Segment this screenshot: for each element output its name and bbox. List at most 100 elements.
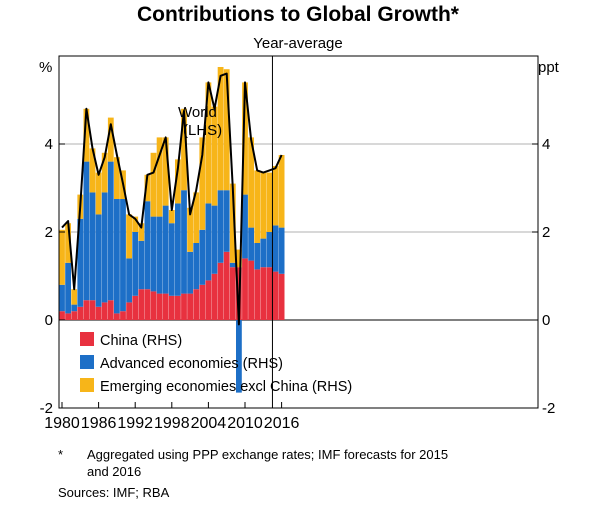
bar-emerging bbox=[254, 170, 261, 243]
bar-emerging bbox=[132, 216, 139, 232]
bar-emerging bbox=[162, 137, 169, 206]
bar-advanced bbox=[193, 243, 200, 290]
x-tick-label: 2004 bbox=[191, 415, 227, 432]
bar-advanced bbox=[65, 262, 71, 314]
bar-advanced bbox=[278, 227, 285, 274]
bar-china bbox=[217, 262, 224, 320]
bar-advanced bbox=[95, 214, 102, 307]
bar-emerging bbox=[101, 152, 108, 193]
y-tick-label-right: -2 bbox=[542, 400, 555, 417]
bar-emerging bbox=[89, 148, 96, 193]
bar-advanced bbox=[272, 225, 279, 272]
y-tick-label-left: 0 bbox=[45, 312, 53, 329]
world-label: World bbox=[178, 104, 217, 121]
y-tick-label-left: 4 bbox=[45, 136, 53, 153]
bar-china bbox=[168, 295, 175, 320]
right-axis-unit: ppt bbox=[538, 59, 560, 76]
bar-china bbox=[59, 311, 65, 320]
bar-advanced bbox=[107, 161, 114, 301]
sources-note: Sources: IMF; RBA bbox=[58, 485, 170, 500]
bar-china bbox=[272, 271, 279, 320]
bar-emerging bbox=[168, 210, 175, 224]
legend-label-advanced: Advanced economies (RHS) bbox=[100, 356, 283, 372]
bar-advanced bbox=[236, 320, 242, 393]
bar-emerging bbox=[175, 159, 181, 204]
bar-emerging bbox=[156, 137, 163, 217]
legend-swatch-emerging bbox=[80, 378, 94, 392]
bar-advanced bbox=[205, 203, 212, 281]
bar-advanced bbox=[101, 192, 108, 303]
bar-emerging bbox=[107, 117, 114, 162]
y-tick-label-left: 2 bbox=[45, 224, 53, 241]
bar-advanced bbox=[260, 238, 267, 268]
bar-china bbox=[65, 313, 71, 320]
bar-china bbox=[162, 293, 169, 320]
bar-emerging bbox=[199, 137, 206, 230]
bar-china bbox=[126, 302, 132, 320]
bar-emerging bbox=[211, 106, 218, 206]
x-tick-label: 1998 bbox=[154, 415, 190, 432]
bar-emerging bbox=[95, 172, 102, 215]
bar-advanced bbox=[168, 223, 175, 296]
bar-advanced bbox=[162, 205, 169, 294]
bar-advanced bbox=[199, 229, 206, 285]
note-line-1: Aggregated using PPP exchange rates; IMF… bbox=[87, 447, 448, 462]
y-tick-label-right: 4 bbox=[542, 136, 550, 153]
y-tick-label-right: 0 bbox=[542, 312, 550, 329]
bar-emerging bbox=[126, 214, 132, 259]
bar-china bbox=[242, 258, 248, 320]
bar-emerging bbox=[71, 289, 78, 305]
bar-emerging bbox=[217, 67, 224, 191]
bar-china bbox=[187, 293, 193, 320]
bar-emerging bbox=[193, 192, 200, 243]
legend-label-china: China (RHS) bbox=[100, 333, 182, 349]
world-label-sub: (LHS) bbox=[183, 122, 222, 139]
y-tick-label-left: -2 bbox=[40, 400, 53, 417]
bar-china bbox=[175, 295, 181, 320]
bar-advanced bbox=[254, 243, 261, 270]
bar-china bbox=[193, 289, 200, 320]
note-asterisk: * bbox=[58, 447, 63, 462]
bar-china bbox=[89, 300, 96, 320]
bar-emerging bbox=[242, 82, 248, 195]
legend-label-emerging: Emerging economies excl China (RHS) bbox=[100, 379, 352, 395]
bar-china bbox=[101, 302, 108, 320]
bar-china bbox=[120, 311, 126, 320]
x-tick-label: 1980 bbox=[44, 415, 80, 432]
bar-advanced bbox=[187, 251, 193, 294]
bar-advanced bbox=[114, 199, 120, 314]
bar-china bbox=[83, 300, 90, 320]
left-axis-unit: % bbox=[39, 59, 52, 76]
bar-emerging bbox=[223, 69, 230, 191]
bar-advanced bbox=[126, 258, 132, 303]
bar-china bbox=[77, 306, 84, 320]
bar-china bbox=[114, 313, 120, 320]
x-tick-label: 1986 bbox=[81, 415, 117, 432]
bar-advanced bbox=[83, 161, 90, 301]
bar-emerging bbox=[205, 82, 212, 204]
bar-advanced bbox=[89, 192, 96, 301]
y-tick-label-right: 2 bbox=[542, 224, 550, 241]
bar-advanced bbox=[217, 190, 224, 263]
bar-advanced bbox=[229, 262, 236, 268]
bar-advanced bbox=[71, 304, 78, 312]
legend-swatch-advanced bbox=[80, 355, 94, 369]
bar-emerging bbox=[144, 174, 151, 202]
bar-emerging bbox=[59, 229, 65, 285]
bar-advanced bbox=[223, 190, 230, 252]
bar-emerging bbox=[138, 223, 145, 241]
legend-swatch-china bbox=[80, 332, 94, 346]
bar-advanced bbox=[77, 218, 84, 307]
bar-emerging bbox=[114, 157, 120, 199]
bar-advanced bbox=[211, 205, 218, 274]
bar-china bbox=[199, 284, 206, 320]
x-tick-label: 1992 bbox=[117, 415, 153, 432]
bar-emerging bbox=[278, 155, 285, 228]
bar-advanced bbox=[132, 232, 139, 296]
bar-china bbox=[150, 291, 157, 320]
bar-china bbox=[156, 293, 163, 320]
bar-emerging bbox=[266, 172, 273, 232]
legend: China (RHS) Advanced economies (RHS) Eme… bbox=[80, 332, 352, 395]
bar-emerging bbox=[181, 108, 187, 191]
